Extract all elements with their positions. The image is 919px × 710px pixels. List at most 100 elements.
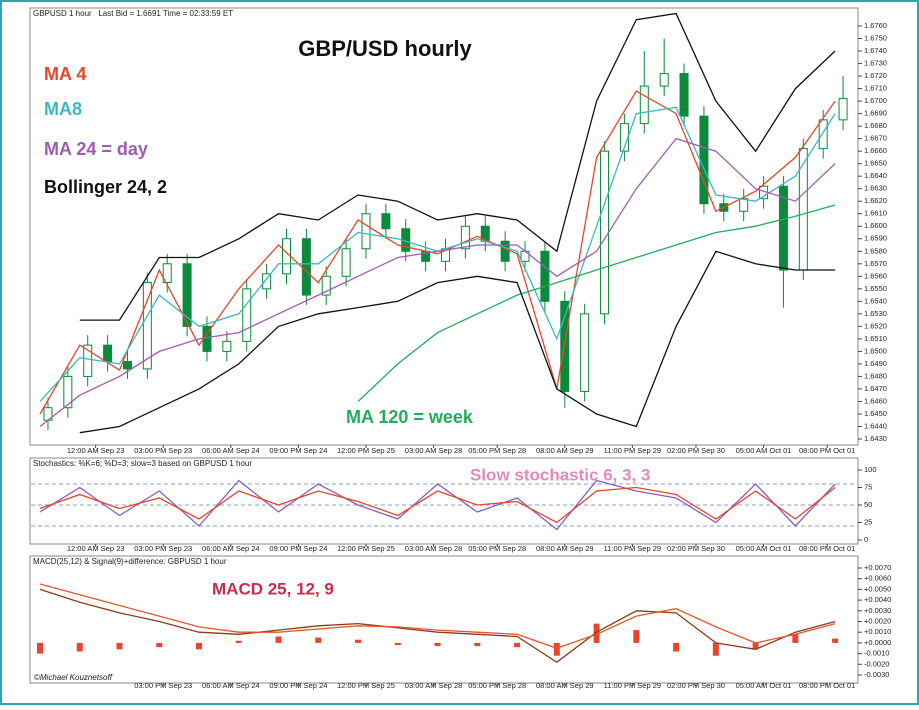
y-tick-label: 1.6500 bbox=[864, 346, 887, 355]
x-tick-label: 11:00 PM Sep 29 bbox=[604, 446, 661, 455]
candle-body bbox=[242, 288, 252, 342]
x-tick-label: 03:00 PM Sep 23 bbox=[134, 544, 192, 553]
y-tick-label: +0.0070 bbox=[864, 563, 891, 572]
y-tick-label: 1.6660 bbox=[864, 146, 887, 155]
x-tick-label: 03:00 PM Sep 23 bbox=[134, 681, 192, 690]
histogram-bar bbox=[514, 642, 521, 648]
candle-body bbox=[460, 225, 470, 250]
histogram-bar bbox=[792, 634, 799, 643]
line-values bbox=[39, 583, 836, 649]
x-tick-label: 05:00 PM Sep 28 bbox=[468, 446, 526, 455]
line-values bbox=[39, 588, 836, 663]
x-tick-label: 03:00 PM Sep 23 bbox=[134, 446, 192, 455]
candle-body bbox=[341, 248, 351, 277]
y-tick-label: +0.0020 bbox=[864, 616, 891, 625]
y-tick-label: 75 bbox=[864, 482, 872, 491]
candle-body bbox=[142, 282, 152, 370]
x-tick-label: 05:00 AM Oct 01 bbox=[736, 544, 792, 553]
y-tick-label: -0.0020 bbox=[864, 659, 889, 668]
x-tick-label: 06:00 AM Sep 24 bbox=[202, 544, 260, 553]
x-tick-label: 03:00 AM Sep 28 bbox=[405, 681, 463, 690]
candle-body bbox=[778, 185, 788, 271]
histogram-bar bbox=[37, 642, 43, 654]
line-values bbox=[39, 137, 836, 428]
x-tick-label: 02:00 PM Sep 30 bbox=[667, 544, 725, 553]
x-tick-label: 11:00 PM Sep 29 bbox=[604, 681, 661, 690]
candle-body bbox=[560, 300, 570, 392]
annotation: Slow stochastic 6, 3, 3 bbox=[470, 465, 650, 484]
y-tick-label: 1.6740 bbox=[864, 46, 887, 55]
histogram-bar bbox=[553, 642, 560, 656]
x-tick-label: 03:00 AM Sep 28 bbox=[405, 446, 463, 455]
x-tick-label: 05:00 PM Sep 28 bbox=[468, 544, 526, 553]
y-tick-label: 1.6470 bbox=[864, 384, 887, 393]
candle-body bbox=[281, 238, 291, 275]
candle-body bbox=[659, 73, 669, 87]
panel-header: GBPUSD 1 hour Last Bid = 1.6691 Time = 0… bbox=[33, 9, 233, 18]
candle-body bbox=[63, 375, 73, 409]
x-tick-label: 05:00 AM Oct 01 bbox=[736, 681, 792, 690]
y-tick-label: 1.6640 bbox=[864, 171, 887, 180]
chart-title: GBP/USD hourly bbox=[298, 36, 472, 61]
y-tick-label: 1.6650 bbox=[864, 159, 887, 168]
y-tick-label: 1.6710 bbox=[864, 84, 887, 93]
y-tick-label: -0.0030 bbox=[864, 670, 889, 679]
x-tick-label: 08:00 AM Sep 29 bbox=[536, 544, 594, 553]
y-tick-label: 1.6620 bbox=[864, 196, 887, 205]
panel-header: Stochastics: %K=6; %D=3; slow=3 based on… bbox=[33, 459, 252, 468]
histogram-bar bbox=[156, 642, 163, 648]
y-tick-label: 1.6590 bbox=[864, 234, 887, 243]
histogram-bar bbox=[712, 642, 719, 656]
candle-body bbox=[162, 263, 172, 284]
y-tick-label: 1.6550 bbox=[864, 284, 887, 293]
x-tick-label: 08:00 AM Sep 29 bbox=[536, 446, 594, 455]
candle-body bbox=[381, 213, 391, 230]
candle-body bbox=[103, 344, 113, 362]
histogram-bar bbox=[474, 642, 481, 647]
candle-body bbox=[679, 73, 689, 117]
y-tick-label: 1.6690 bbox=[864, 109, 887, 118]
candle-body bbox=[321, 275, 331, 296]
x-tick-label: 11:00 PM Sep 29 bbox=[604, 544, 661, 553]
y-tick-label: +0.0050 bbox=[864, 584, 891, 593]
candle-body bbox=[301, 238, 311, 296]
legend-entry: MA 4 bbox=[44, 64, 86, 84]
candle-body bbox=[838, 98, 848, 121]
y-tick-label: 1.6630 bbox=[864, 184, 887, 193]
y-tick-label: 1.6450 bbox=[864, 409, 887, 418]
histogram-bar bbox=[752, 642, 759, 650]
histogram-bar bbox=[832, 638, 839, 643]
y-tick-label: 1.6490 bbox=[864, 359, 887, 368]
x-tick-label: 09:00 PM Sep 24 bbox=[269, 544, 327, 553]
candle-body bbox=[182, 263, 192, 327]
line-values bbox=[39, 479, 836, 531]
candle-body bbox=[222, 340, 232, 352]
y-tick-label: 1.6460 bbox=[864, 396, 887, 405]
candle-body bbox=[262, 273, 272, 290]
candle-body bbox=[540, 250, 550, 302]
y-tick-label: 1.6430 bbox=[864, 434, 887, 443]
panel bbox=[29, 7, 859, 446]
y-tick-label: 1.6680 bbox=[864, 121, 887, 130]
x-tick-label: 05:00 PM Sep 28 bbox=[468, 681, 526, 690]
y-tick-label: -0.0010 bbox=[864, 649, 889, 658]
line-upper bbox=[79, 12, 836, 321]
y-tick-label: 1.6720 bbox=[864, 71, 887, 80]
candle-body bbox=[122, 360, 132, 370]
histogram-bar bbox=[593, 623, 600, 643]
y-tick-label: 1.6580 bbox=[864, 246, 887, 255]
y-tick-label: 25 bbox=[864, 517, 872, 526]
y-tick-label: 1.6670 bbox=[864, 134, 887, 143]
y-tick-label: 1.6570 bbox=[864, 259, 887, 268]
histogram-bar bbox=[355, 639, 362, 643]
x-tick-label: 09:00 PM Sep 24 bbox=[269, 446, 327, 455]
y-tick-label: 1.6600 bbox=[864, 221, 887, 230]
x-tick-label: 05:00 AM Oct 01 bbox=[736, 446, 792, 455]
candle-body bbox=[739, 198, 749, 212]
x-tick-label: 03:00 AM Sep 28 bbox=[405, 544, 463, 553]
line-values bbox=[357, 204, 836, 402]
y-tick-label: 1.6560 bbox=[864, 271, 887, 280]
annotation: MACD 25, 12, 9 bbox=[212, 579, 334, 598]
y-tick-label: +0.0030 bbox=[864, 606, 891, 615]
